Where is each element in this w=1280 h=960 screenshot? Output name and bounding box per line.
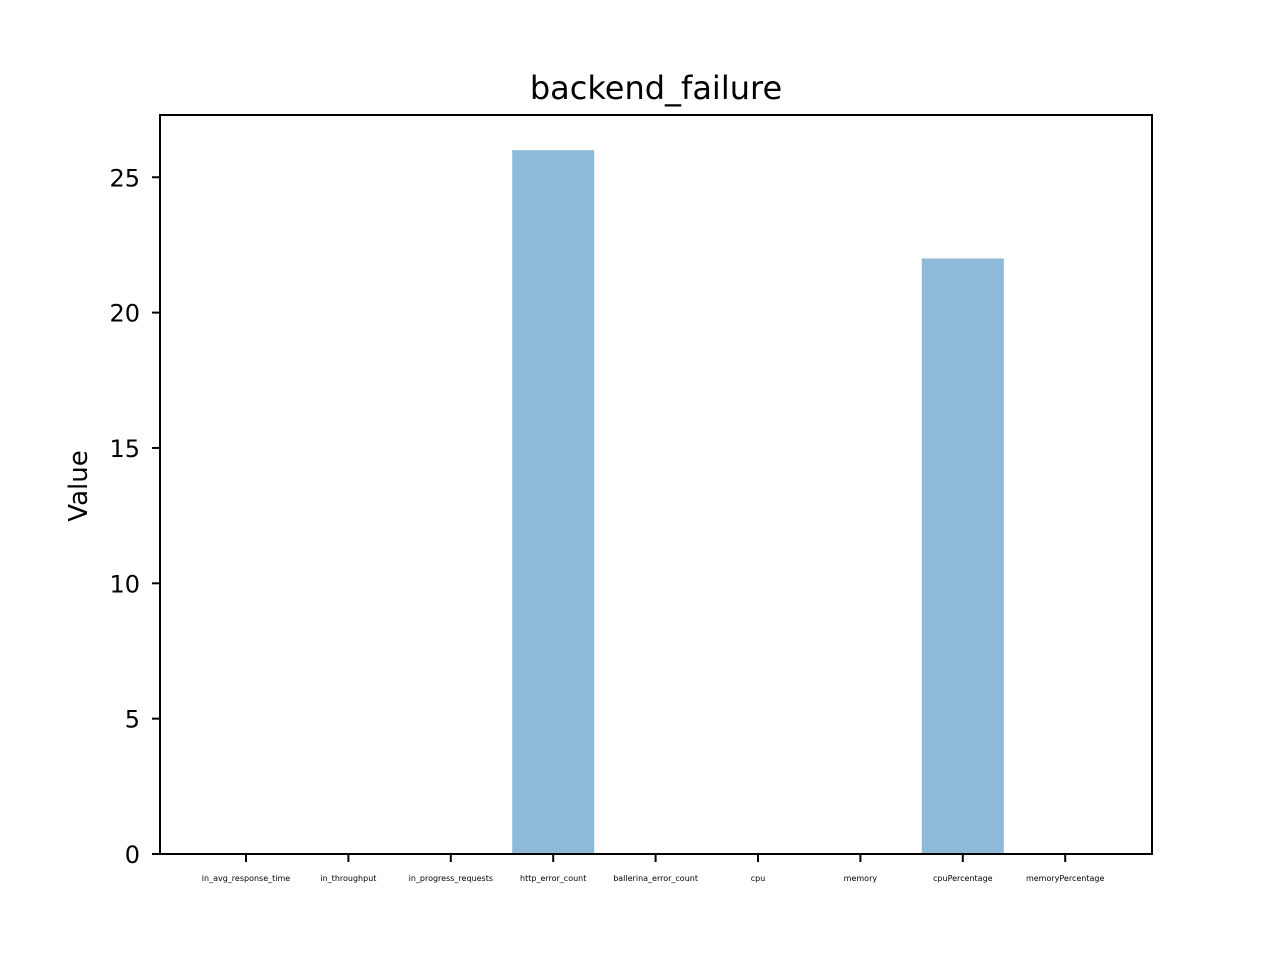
x-tick-label: in_throughput [320,874,376,883]
x-tick-label: ballerina_error_count [613,874,698,883]
x-tick-label: cpu [751,874,766,883]
x-tick-label: in_progress_requests [409,874,493,883]
y-tick-label: 25 [109,164,140,192]
y-tick-label: 10 [109,570,140,598]
y-tick-label: 0 [125,841,140,869]
x-tick-label: memory [844,874,878,883]
chart-title: backend_failure [530,69,782,107]
y-tick-label: 15 [109,435,140,463]
bar-http_error_count [512,150,595,854]
plot-frame [159,114,1153,855]
bar-cpuPercentage [921,258,1004,854]
x-tick-label: cpuPercentage [933,874,993,883]
y-axis: 0 5 10 15 20 25 [109,164,160,869]
x-tick-label: in_avg_response_time [202,874,290,883]
y-tick-label: 20 [109,300,140,328]
y-axis-label: Value [64,450,94,521]
x-axis: in_avg_response_time in_throughput in_prog… [202,854,1105,883]
y-tick-label: 5 [125,706,140,734]
x-tick-label: http_error_count [520,874,586,883]
x-tick-label: memoryPercentage [1026,874,1105,883]
bars-group [512,150,1004,854]
